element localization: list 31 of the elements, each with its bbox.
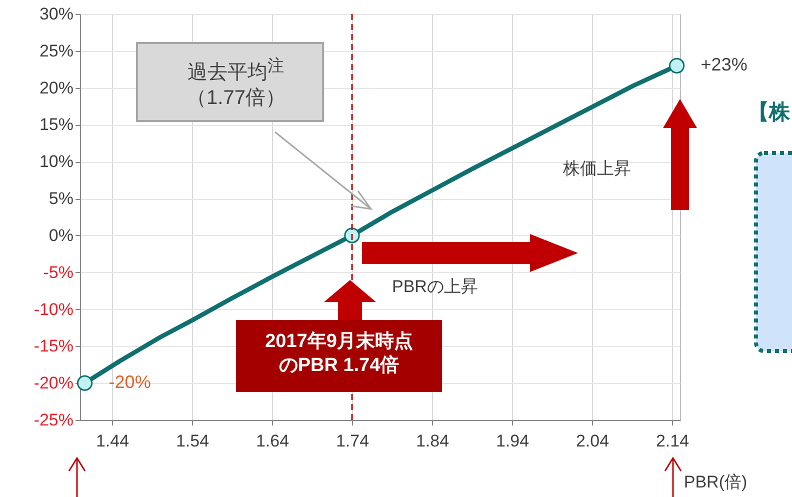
x-tick-label: 2.04	[576, 432, 610, 450]
x-tick-label: 1.94	[496, 432, 530, 450]
x-axis-title: PBR(倍)	[684, 472, 748, 492]
x-tick-label: 1.64	[256, 432, 290, 450]
x-tick-label: 2.14	[656, 432, 690, 450]
y-tick-label: 0%	[48, 226, 74, 245]
y-tick-label: -20%	[34, 374, 74, 393]
point	[76, 375, 93, 391]
point	[668, 58, 685, 74]
y-tick-label: 25%	[39, 41, 74, 60]
y-tick-label: -25%	[34, 410, 74, 430]
data-label: +23%	[700, 54, 748, 75]
y-tick-label: -10%	[34, 300, 74, 319]
y-tick-label: 5%	[48, 189, 74, 208]
annotation: PBRの上昇	[392, 276, 478, 298]
y-tick-label: 30%	[39, 4, 74, 24]
data-label: -20%	[108, 372, 151, 392]
point	[344, 228, 360, 244]
text: 【株	[748, 100, 790, 126]
y-tick-label: 15%	[39, 115, 74, 134]
callout-box: 過去平均$^{注}$（1.77倍）	[136, 42, 324, 122]
y-tick-label: 20%	[39, 78, 74, 98]
y-tick-label: -5%	[43, 262, 74, 282]
y-tick-label: -15%	[34, 336, 74, 356]
x-tick-label: 1.84	[416, 432, 450, 450]
x-tick-label: 1.44	[96, 432, 130, 450]
x-tick-label: 1.74	[336, 432, 370, 450]
x-tick-label: 1.54	[176, 432, 210, 450]
annotation: 株価上昇	[563, 158, 631, 180]
y-tick-label: 10%	[39, 152, 74, 172]
annotation: 2017年9月末時点のPBR 1.74倍	[236, 320, 442, 392]
